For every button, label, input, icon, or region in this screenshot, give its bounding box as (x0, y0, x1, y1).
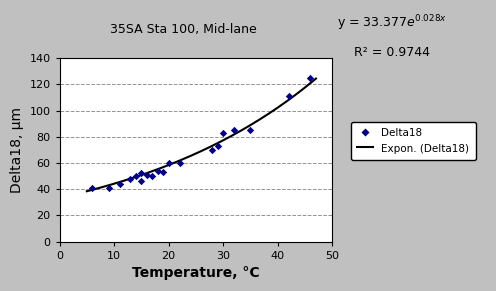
Y-axis label: Delta18, μm: Delta18, μm (10, 107, 24, 193)
Point (214, 144, 222, 148)
Point (132, 174, 140, 178)
Point (148, 174, 156, 178)
Text: y = 33.377$e^{0.028x}$: y = 33.377$e^{0.028x}$ (337, 13, 447, 33)
Point (219, 130, 227, 135)
Point (143, 172, 151, 177)
Legend: Delta18, Expon. (Delta18): Delta18, Expon. (Delta18) (351, 122, 476, 160)
Point (126, 176, 134, 181)
Point (285, 94, 293, 98)
Point (137, 171, 145, 176)
Point (137, 179, 145, 184)
Point (88, 186, 96, 190)
Point (247, 128, 254, 133)
Point (230, 128, 238, 133)
Text: R² = 0.9744: R² = 0.9744 (354, 46, 430, 59)
Point (307, 76, 314, 80)
Point (176, 161, 184, 165)
Point (105, 186, 113, 190)
Point (208, 148, 216, 152)
Text: 35SA Sta 100, Mid-lane: 35SA Sta 100, Mid-lane (110, 23, 257, 36)
Point (116, 182, 124, 186)
Point (154, 168, 162, 173)
Point (165, 161, 173, 165)
X-axis label: Temperature, °C: Temperature, °C (132, 266, 260, 280)
Point (159, 170, 167, 174)
